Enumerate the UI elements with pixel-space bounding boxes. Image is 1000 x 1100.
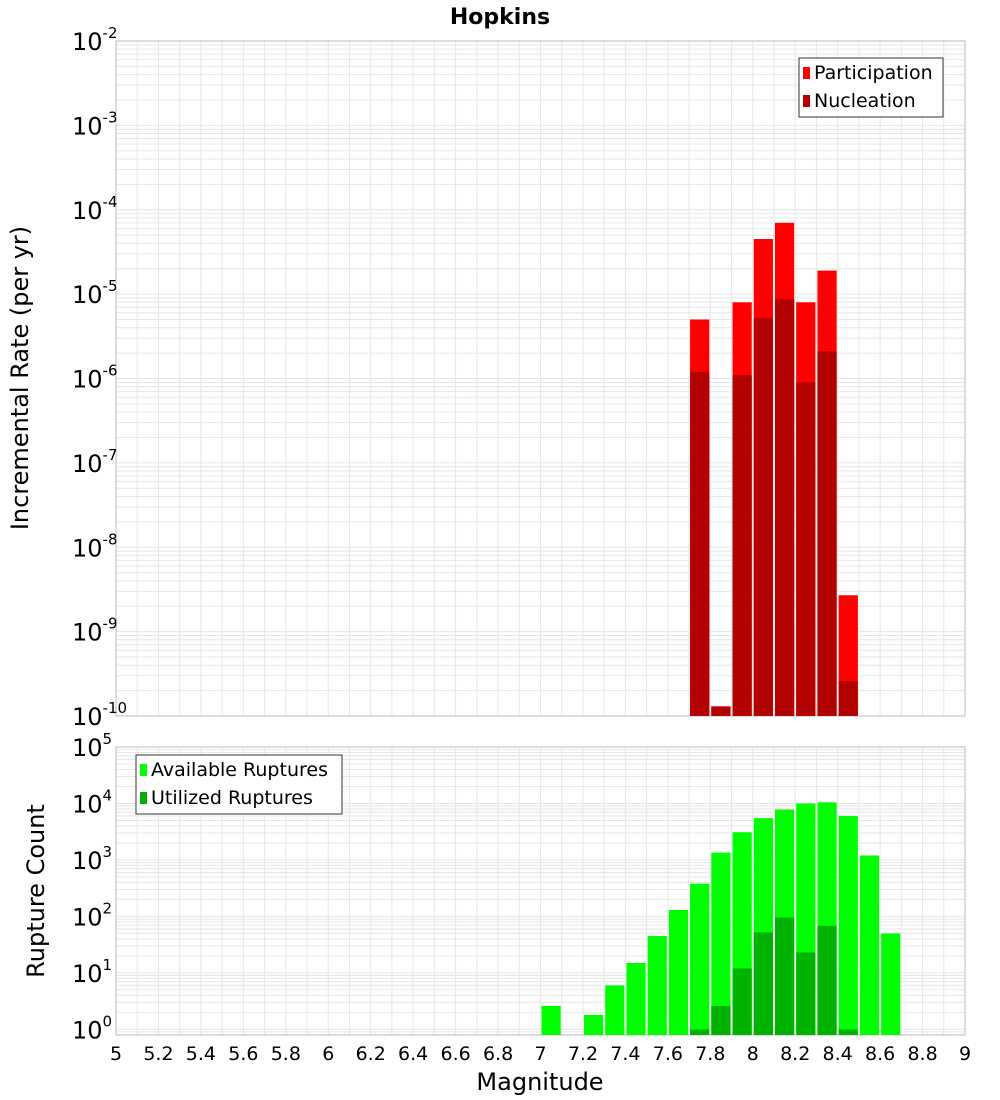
rate-y-axis-label: Incremental Rate (per yr) — [6, 226, 34, 530]
count-y-tick-label: 104 — [72, 786, 112, 818]
x-tick-label: 5.6 — [228, 1043, 258, 1065]
rate-y-tick-label: 10-6 — [72, 362, 118, 394]
available-ruptures-bar — [583, 1014, 604, 1035]
x-tick-label: 7.6 — [653, 1043, 683, 1065]
utilized-ruptures-bar — [732, 968, 752, 1035]
utilized-ruptures-bar — [690, 1029, 710, 1035]
nucleation-bar — [817, 351, 837, 716]
rate-y-tick-labels: 10-10 10-9 10-8 10-7 10-6 10-5 10-4 10-3 10-2 — [72, 24, 127, 731]
x-tick-label: 7.4 — [610, 1043, 640, 1065]
count-y-tick-label: 102 — [72, 899, 112, 931]
count-bars — [541, 802, 901, 1035]
available-ruptures-bar — [859, 855, 880, 1035]
x-tick-label: 8.8 — [907, 1043, 937, 1065]
available-ruptures-bar — [541, 1005, 561, 1035]
x-tick-label: 5.4 — [186, 1043, 216, 1065]
utilized-ruptures-bar — [817, 925, 837, 1035]
rate-plot-frame — [115, 40, 966, 717]
rupture-count-panel: 100 101 102 103 104 105 Rupture Count Availab… — [22, 730, 966, 1044]
count-y-tick-label: 101 — [72, 956, 112, 988]
rate-y-tick-label: 10-7 — [72, 446, 118, 478]
rate-y-tick-label: 10-3 — [72, 108, 118, 140]
x-axis-tick-labels: 5 5.2 5.4 5.6 5.8 6 6.2 6.4 6.6 6.8 7 7.2 7.4 7.6 7.8 8… — [110, 1043, 971, 1065]
utilized-ruptures-bar — [774, 917, 795, 1035]
x-tick-label: 7.8 — [695, 1043, 725, 1065]
x-tick-label: 8.6 — [865, 1043, 895, 1065]
utilized-ruptures-bar — [838, 1029, 858, 1035]
available-ruptures-bar — [690, 883, 710, 1035]
rate-y-tick-label: 10-8 — [72, 530, 118, 562]
available-legend-swatch — [140, 764, 147, 776]
x-tick-label: 6 — [322, 1043, 334, 1065]
available-ruptures-bar — [668, 909, 689, 1035]
available-ruptures-bar — [711, 852, 731, 1035]
nucleation-bar — [690, 371, 710, 716]
rate-y-tick-label: 10-9 — [72, 615, 118, 647]
available-ruptures-bar — [647, 935, 667, 1035]
x-tick-label: 6.8 — [483, 1043, 513, 1065]
nucleation-bar — [796, 382, 816, 716]
x-tick-label: 7 — [534, 1043, 546, 1065]
utilized-ruptures-bar — [796, 952, 816, 1035]
count-y-tick-label: 105 — [72, 730, 112, 762]
available-ruptures-bar — [605, 985, 625, 1035]
participation-legend-label: Participation — [814, 62, 933, 84]
rate-y-tick-label: 10-4 — [72, 193, 118, 225]
available-ruptures-bar — [881, 933, 901, 1035]
x-tick-label: 7.2 — [568, 1043, 598, 1065]
utilized-legend-swatch — [140, 792, 147, 804]
rate-gridlines — [115, 41, 966, 717]
nucleation-bar — [753, 318, 773, 716]
nucleation-legend-label: Nucleation — [814, 90, 916, 112]
rate-legend-box — [798, 57, 944, 118]
x-tick-label: 6.6 — [440, 1043, 470, 1065]
count-plot-frame — [115, 746, 966, 1036]
available-legend-label: Available Ruptures — [151, 759, 328, 781]
rate-y-tick-label: 10-10 — [72, 699, 127, 731]
x-axis-label: Magnitude — [476, 1068, 603, 1096]
available-ruptures-bar — [626, 962, 646, 1035]
rate-y-tick-label: 10-2 — [72, 24, 118, 56]
x-tick-label: 6.4 — [398, 1043, 428, 1065]
utilized-ruptures-bar — [711, 1005, 731, 1035]
nucleation-bar — [711, 706, 731, 716]
nucleation-legend-swatch — [803, 95, 810, 107]
utilized-legend-label: Utilized Ruptures — [151, 787, 313, 809]
x-tick-label: 5 — [110, 1043, 122, 1065]
x-tick-label: 8.2 — [780, 1043, 810, 1065]
available-ruptures-bar — [838, 815, 858, 1035]
rate-y-tick-label: 10-5 — [72, 277, 118, 309]
participation-legend-swatch — [803, 67, 810, 79]
chart-title: Hopkins — [450, 5, 550, 30]
x-tick-label: 5.8 — [271, 1043, 301, 1065]
count-legend-box — [135, 754, 343, 815]
nucleation-bar — [732, 375, 752, 716]
utilized-ruptures-bar — [753, 932, 773, 1035]
rate-legend: Participation Nucleation — [798, 57, 944, 118]
x-tick-label: 5.2 — [143, 1043, 173, 1065]
rate-panel: 10-10 10-9 10-8 10-7 10-6 10-5 10-4 10-3 10-2 In… — [6, 24, 966, 731]
count-y-axis-label: Rupture Count — [22, 804, 50, 978]
count-y-tick-labels: 100 101 102 103 104 105 — [72, 730, 112, 1044]
nucleation-bar — [774, 299, 795, 716]
x-tick-label: 6.2 — [356, 1043, 386, 1065]
count-y-tick-label: 100 — [72, 1012, 112, 1044]
count-y-tick-label: 103 — [72, 843, 112, 875]
x-tick-label: 8.4 — [823, 1043, 853, 1065]
x-tick-label: 8 — [747, 1043, 759, 1065]
rate-bars — [690, 222, 858, 716]
x-tick-label: 9 — [959, 1043, 971, 1065]
count-legend: Available Ruptures Utilized Ruptures — [135, 754, 343, 815]
nucleation-bar — [838, 680, 858, 716]
